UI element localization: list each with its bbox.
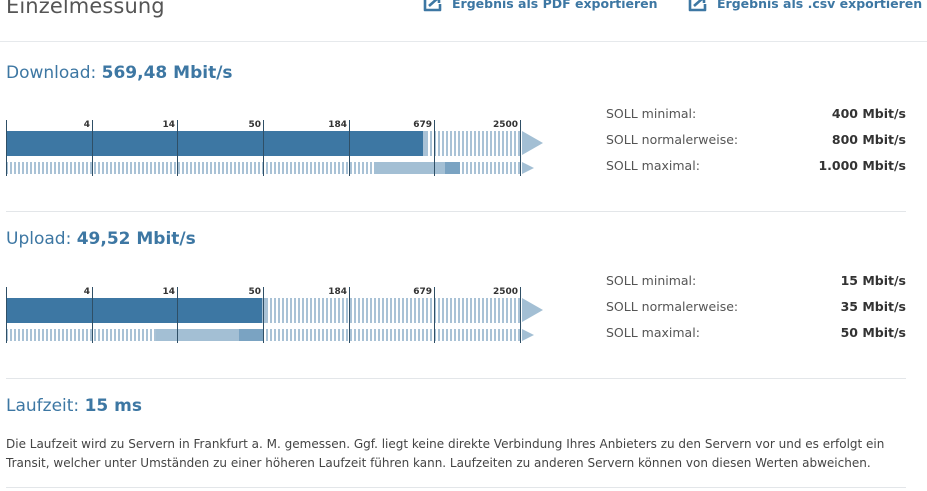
tick-label: 679 bbox=[413, 287, 432, 297]
tick-line bbox=[6, 120, 7, 176]
latency-label: Laufzeit: bbox=[6, 396, 80, 416]
soll-max-band bbox=[445, 162, 460, 174]
tick-line bbox=[263, 287, 264, 343]
download-label: Download: bbox=[6, 63, 97, 83]
soll-range-band bbox=[156, 329, 239, 341]
upload-value: 49,52 Mbit/s bbox=[76, 229, 196, 249]
scale-arrow-icon bbox=[522, 298, 543, 322]
download-heading: Download: 569,48 Mbit/s bbox=[6, 63, 233, 83]
soll-max-band bbox=[239, 329, 263, 341]
tick-line bbox=[349, 287, 350, 343]
tick-label: 4 bbox=[83, 287, 90, 297]
export-csv-button[interactable]: Ergebnis als .csv exportieren bbox=[688, 0, 922, 12]
section-divider bbox=[6, 378, 906, 379]
soll-label: SOLL normalerweise: bbox=[606, 132, 739, 147]
tick-line bbox=[177, 287, 178, 343]
scale-arrow-icon bbox=[522, 131, 543, 155]
soll-label: SOLL minimal: bbox=[606, 106, 697, 121]
soll-row: SOLL minimal: 15 Mbit/s bbox=[606, 268, 906, 294]
tick-line bbox=[92, 120, 93, 176]
export-icon bbox=[423, 0, 442, 12]
soll-label: SOLL normalerweise: bbox=[606, 299, 739, 314]
soll-value: 50 Mbit/s bbox=[840, 325, 906, 340]
tick-label: 2500 bbox=[492, 287, 518, 297]
tick-line bbox=[520, 120, 521, 176]
soll-label: SOLL minimal: bbox=[606, 273, 697, 288]
soll-row: SOLL maximal: 1.000 Mbit/s bbox=[606, 153, 906, 179]
download-value: 569,48 Mbit/s bbox=[101, 63, 233, 83]
tick-label: 184 bbox=[328, 120, 347, 130]
tick-line bbox=[520, 287, 521, 343]
download-bar-chart: 4 14 50 184 679 2500 bbox=[6, 120, 546, 176]
soll-row: SOLL normalerweise: 35 Mbit/s bbox=[606, 294, 906, 320]
export-icon bbox=[688, 0, 707, 12]
tick-line bbox=[92, 287, 93, 343]
soll-value: 1.000 Mbit/s bbox=[818, 158, 906, 173]
tick-label: 50 bbox=[248, 287, 261, 297]
soll-label: SOLL maximal: bbox=[606, 325, 700, 340]
export-pdf-button[interactable]: Ergebnis als PDF exportieren bbox=[423, 0, 658, 12]
tick-label: 2500 bbox=[492, 120, 518, 130]
tick-label: 14 bbox=[162, 287, 175, 297]
measured-bar bbox=[6, 298, 267, 323]
upload-heading: Upload: 49,52 Mbit/s bbox=[6, 229, 196, 249]
scale-arrow-icon bbox=[522, 162, 534, 174]
tick-label: 50 bbox=[248, 120, 261, 130]
tick-line bbox=[434, 287, 435, 343]
export-pdf-label: Ergebnis als PDF exportieren bbox=[452, 0, 658, 11]
soll-range-band bbox=[374, 162, 445, 174]
soll-value: 800 Mbit/s bbox=[831, 132, 906, 147]
latency-heading: Laufzeit: 15 ms bbox=[6, 396, 142, 416]
tick-line bbox=[434, 120, 435, 176]
soll-row: SOLL minimal: 400 Mbit/s bbox=[606, 101, 906, 127]
tick-label: 14 bbox=[162, 120, 175, 130]
tick-label: 4 bbox=[83, 120, 90, 130]
soll-value: 400 Mbit/s bbox=[831, 106, 906, 121]
download-soll-table: SOLL minimal: 400 Mbit/s SOLL normalerwei… bbox=[606, 101, 906, 179]
latency-description: Die Laufzeit wird zu Servern in Frankfur… bbox=[6, 437, 885, 470]
scale-arrow-icon bbox=[522, 329, 534, 341]
tick-label: 679 bbox=[413, 120, 432, 130]
soll-label: SOLL maximal: bbox=[606, 158, 700, 173]
measured-bar bbox=[6, 131, 428, 156]
upload-bar-chart: 4 14 50 184 679 2500 bbox=[6, 287, 546, 343]
soll-row: SOLL normalerweise: 800 Mbit/s bbox=[606, 127, 906, 153]
section-divider bbox=[6, 487, 906, 488]
header-divider bbox=[0, 41, 927, 42]
upload-soll-table: SOLL minimal: 15 Mbit/s SOLL normalerweis… bbox=[606, 268, 906, 346]
tick-label: 184 bbox=[328, 287, 347, 297]
section-divider bbox=[6, 211, 906, 212]
latency-value: 15 ms bbox=[84, 396, 142, 416]
soll-value: 15 Mbit/s bbox=[840, 273, 906, 288]
upload-label: Upload: bbox=[6, 229, 72, 249]
tick-line bbox=[263, 120, 264, 176]
tick-line bbox=[349, 120, 350, 176]
page-title: Einzelmessung bbox=[6, 0, 165, 18]
soll-value: 35 Mbit/s bbox=[840, 299, 906, 314]
soll-row: SOLL maximal: 50 Mbit/s bbox=[606, 320, 906, 346]
tick-line bbox=[177, 120, 178, 176]
tick-line bbox=[6, 287, 7, 343]
export-csv-label: Ergebnis als .csv exportieren bbox=[717, 0, 923, 11]
